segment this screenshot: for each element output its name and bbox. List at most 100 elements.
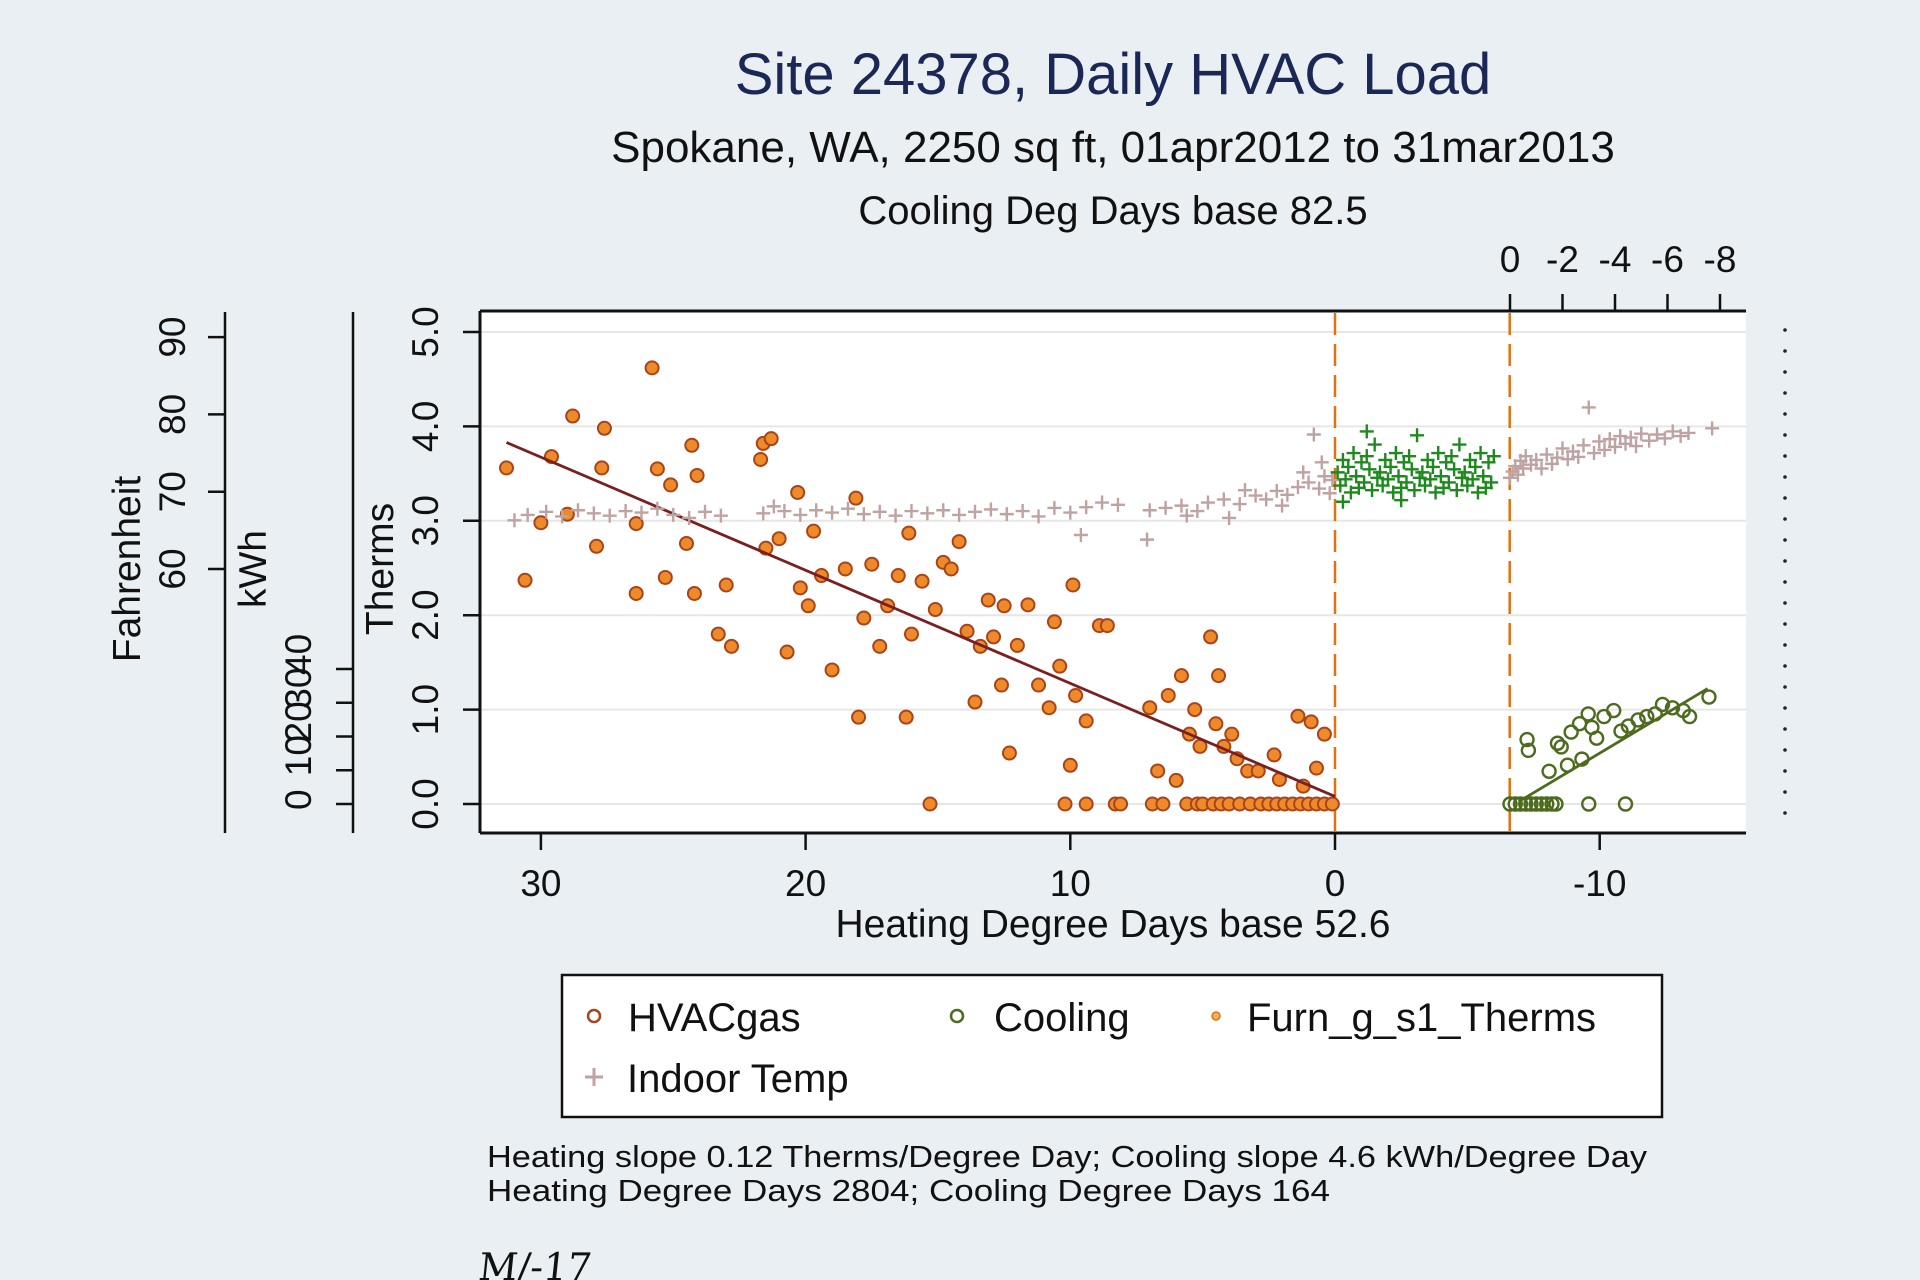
hvacgas-point [1324, 796, 1340, 812]
indoor-temp-neutral-point [1473, 446, 1488, 461]
hvacgas-point [864, 556, 880, 572]
indoor-temp-point [1623, 430, 1638, 445]
hvacgas-point [1041, 700, 1057, 716]
indoor-temp-point [1657, 431, 1672, 446]
therms-tick-label: 2.0 [405, 589, 446, 640]
cooling-point [1512, 796, 1529, 812]
hvacgas-point [1168, 772, 1184, 788]
fahrenheit-tick-label: 70 [152, 471, 193, 512]
fahrenheit-tick-label: 60 [152, 548, 193, 589]
indoor-temp-neutral-point [1465, 472, 1480, 487]
hvacgas-point [967, 694, 983, 710]
indoor-temp-point [920, 506, 935, 521]
indoor-temp-point [1597, 442, 1612, 457]
hvacgas-point [1052, 658, 1068, 674]
indoor-temp-point [825, 505, 840, 520]
indoor-temp-point [1529, 453, 1544, 468]
indoor-temp-point [1095, 495, 1110, 510]
hvacgas-point [1068, 687, 1084, 703]
indoor-temp-point [1681, 425, 1696, 440]
x-axis-title: Heating Degree Days base 52.6 [835, 903, 1390, 946]
x-tick-label: 0 [1325, 863, 1346, 904]
indoor-temp-neutral-point [1362, 462, 1377, 477]
indoor-temp-point [1296, 465, 1311, 480]
indoor-temp-point [936, 503, 951, 518]
hvacgas-point [1020, 597, 1036, 613]
cooling-point [1630, 712, 1646, 728]
cooling-point [1563, 724, 1579, 740]
edge-dot [1783, 559, 1787, 563]
indoor-temp-point [1259, 492, 1274, 507]
therms-tick-label: 3.0 [405, 495, 446, 546]
indoor-temp-neutral-point [1391, 469, 1406, 484]
hvacgas-point [980, 592, 996, 608]
hvacgas-point [996, 598, 1012, 614]
cooling-point [1548, 796, 1564, 812]
indoor-temp-point [1238, 483, 1252, 498]
indoor-temp-neutral-point [1330, 465, 1345, 480]
indoor-temp-point [1174, 498, 1189, 513]
hvacgas-point [689, 467, 705, 483]
indoor-temp-point [1216, 492, 1231, 507]
indoor-temp-neutral-point [1428, 485, 1443, 500]
hvacgas-point [588, 538, 604, 554]
cooling-point [1605, 702, 1622, 719]
edge-dot [1783, 580, 1787, 584]
indoor-temp-point [777, 504, 792, 519]
indoor-temp-point [1555, 441, 1570, 456]
hvacgas-point [792, 580, 808, 596]
therms-axis-title: Therms [359, 503, 402, 635]
hvacgas-point [628, 585, 644, 601]
indoor-temp-neutral-point [1373, 465, 1387, 480]
indoor-temp-neutral-point [1410, 428, 1425, 443]
indoor-temp-point [634, 505, 649, 520]
hvacgas-point [723, 638, 739, 654]
hvacgas-point [1150, 763, 1166, 779]
edge-dot [1783, 475, 1787, 479]
hvacgas-point [596, 420, 612, 436]
indoor-temp-point [1629, 439, 1643, 454]
cooling-fit-line [1517, 687, 1709, 803]
edge-dot [1783, 664, 1787, 668]
hvacgas-point [779, 644, 795, 660]
edge-dot [1783, 517, 1787, 521]
hvacgas-point [1031, 677, 1047, 693]
indoor-temp-neutral-point [1359, 449, 1374, 464]
indoor-temp-point [1534, 461, 1549, 476]
hvacgas-point [1316, 726, 1332, 742]
hvacgas-point [986, 629, 1002, 645]
data-marks [498, 360, 1720, 812]
hvacgas-point [753, 451, 769, 467]
edge-dot [1783, 328, 1787, 332]
hvacgas-point [628, 516, 644, 532]
hvacgas-point [649, 461, 665, 477]
hvacgas-point [1187, 702, 1203, 718]
indoor-temp-point [1248, 488, 1263, 503]
indoor-temp-point [1269, 483, 1284, 498]
indoor-temp-neutral-point [1341, 459, 1356, 474]
indoor-temp-neutral-point [1346, 446, 1361, 461]
indoor-temp-point [1608, 439, 1622, 454]
indoor-temp-point [713, 508, 728, 523]
indoor-temp-point [1222, 510, 1237, 525]
indoor-temp-point [698, 504, 713, 519]
hvacgas-point [1113, 796, 1129, 812]
indoor-temp-point [840, 501, 855, 516]
indoor-temp-point [666, 507, 681, 522]
indoor-temp-point [539, 504, 554, 519]
indoor-temp-point [1158, 500, 1173, 515]
edge-dot [1783, 748, 1787, 752]
legend-marker-indoor-temp [585, 1068, 603, 1086]
hvacgas-point [657, 569, 673, 585]
hvacgas-point [1065, 577, 1081, 593]
indoor-temp-point [1581, 400, 1596, 415]
edge-dot [1783, 790, 1787, 794]
indoor-temp-neutral-point [1357, 475, 1372, 490]
edge-dot [1783, 601, 1787, 605]
indoor-temp-neutral-point [1484, 475, 1499, 490]
indoor-temp-neutral-point [1380, 472, 1395, 487]
legend-marker-furnace [1211, 1011, 1221, 1021]
hvacgas-point [517, 572, 533, 588]
indoor-temp-point [1592, 434, 1607, 449]
hvacgas-point [533, 515, 549, 531]
